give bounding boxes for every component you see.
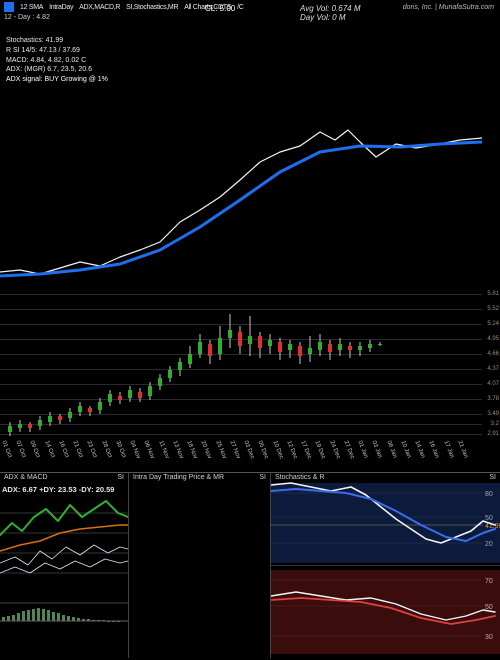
x-date-label: 07 Oct: [15, 440, 27, 459]
avg-vol: Avg Vol: 0.674 M: [300, 4, 360, 13]
x-date-label: 01 Jan: [356, 440, 368, 459]
y-axis-label: 4.66: [487, 351, 499, 357]
brand-text: doris, Inc. | MunafaSutra.com: [403, 4, 494, 11]
x-date-label: 28 Oct: [100, 440, 112, 459]
x-date-label: 27 Nov: [228, 440, 241, 460]
x-axis-dates: 01 Oct07 Oct09 Oct14 Oct16 Oct21 Oct23 O…: [0, 440, 482, 468]
y-axis-label: 4.07: [487, 381, 499, 387]
macd-val: MACD: 4.84, 4.82, 0.02 C: [6, 56, 108, 66]
stoch-val: Stochastics: 41.99: [6, 36, 108, 46]
volume-block: Avg Vol: 0.674 M Day Vol: 0 M: [300, 4, 360, 22]
y-axis-label: 4.95: [487, 336, 499, 342]
x-date-label: 10 Dec: [271, 440, 284, 460]
x-date-label: 04 Nov: [129, 440, 142, 460]
candlestick-panel[interactable]: 5.81 5.52 5.24 4.95 4.66 4.37 4.07 3.78 3.49 3.2 2…: [0, 286, 500, 438]
x-date-label: 19 Dec: [314, 440, 327, 460]
x-date-label: 01 Oct: [0, 440, 12, 459]
x-date-label: 12 Dec: [285, 440, 298, 460]
x-date-label: 14 Oct: [43, 440, 55, 459]
indicator-readouts: Stochastics: 41.99 R SI 14/5: 47.13 / 37…: [6, 36, 108, 85]
svg-text:30: 30: [485, 634, 493, 641]
sma-value-line: 12 - Day : 4.82: [4, 14, 50, 21]
close-price: CL: 5.00: [205, 4, 235, 13]
hdr-0[interactable]: 12 SMA: [20, 4, 43, 11]
y-axis-label: 3.49: [487, 411, 499, 417]
y-axis-label: 3.78: [487, 396, 499, 402]
x-date-label: 30 Oct: [114, 440, 126, 459]
x-date-label: 16 Oct: [57, 440, 69, 459]
y-axis-label: 2.91: [487, 431, 499, 437]
svg-text:80: 80: [485, 491, 493, 498]
hdr-2[interactable]: ADX,MACD,R: [79, 4, 120, 11]
main-line-chart[interactable]: [0, 102, 482, 280]
x-date-label: 18 Nov: [186, 440, 199, 460]
y-axis-label: 4.37: [487, 366, 499, 372]
svg-text:50: 50: [485, 515, 493, 522]
x-date-label: 09 Oct: [29, 440, 41, 459]
adx-macd-panel[interactable]: ADX & MACDSI ADX: 6.67 +DY: 23.53 -DY: 2…: [0, 472, 128, 658]
x-date-label: 16 Jan: [428, 440, 440, 459]
x-date-label: 25 Nov: [214, 440, 227, 460]
sma-color-swatch: [4, 2, 14, 12]
x-date-label: 06 Nov: [143, 440, 156, 460]
x-date-label: 13 Nov: [171, 440, 184, 460]
adx-val: ADX: (MGR) 6.7, 23.5, 20.6: [6, 65, 108, 75]
y-axis-label: 5.52: [487, 306, 499, 312]
x-date-label: 23 Oct: [86, 440, 98, 459]
stochastics-subpanel: 805041.9920: [271, 473, 500, 565]
y-axis-label: 3.2: [491, 421, 499, 427]
x-date-label: 24 Dec: [328, 440, 341, 460]
x-date-label: 17 Jan: [442, 440, 454, 459]
stoch-rsi-panel[interactable]: Stochastics & RSI 805041.9920 705030: [270, 472, 500, 658]
mid-title-r: SI: [259, 474, 266, 481]
hdr-1[interactable]: IntraDay: [49, 4, 73, 11]
mid-title: Intra Day Trading Price & MR: [133, 474, 224, 481]
y-axis-label: 5.81: [487, 291, 499, 297]
rsi-subpanel: 705030: [271, 565, 500, 658]
x-date-label: 05 Dec: [257, 440, 270, 460]
x-date-label: 21 Oct: [72, 440, 84, 459]
x-date-label: 08 Jan: [385, 440, 397, 459]
x-date-label: 14 Jan: [413, 440, 425, 459]
bottom-panels: ADX & MACDSI ADX: 6.67 +DY: 23.53 -DY: 2…: [0, 472, 500, 658]
hdr-3[interactable]: SI,Stochastics,MR: [126, 4, 178, 11]
x-date-label: 21 Jan: [456, 440, 468, 459]
y-axis-label: 5.24: [487, 321, 499, 327]
svg-text:70: 70: [485, 578, 493, 585]
rsi-val: R SI 14/5: 47.13 / 37.69: [6, 46, 108, 56]
svg-text:20: 20: [485, 541, 493, 548]
x-date-label: 17 Dec: [300, 440, 313, 460]
adx-signal: ADX signal: BUY Growing @ 1%: [6, 75, 108, 85]
x-date-label: 27 Dec: [342, 440, 355, 460]
x-date-label: 11 Nov: [157, 440, 170, 459]
x-date-label: 10 Jan: [399, 440, 411, 459]
x-date-label: 03 Dec: [243, 440, 256, 460]
intraday-panel[interactable]: Intra Day Trading Price & MR SI: [128, 472, 270, 658]
x-date-label: 03 Jan: [371, 440, 383, 459]
x-date-label: 20 Nov: [200, 440, 213, 460]
day-vol: Day Vol: 0 M: [300, 13, 360, 22]
hdr-5[interactable]: /C: [237, 4, 243, 11]
